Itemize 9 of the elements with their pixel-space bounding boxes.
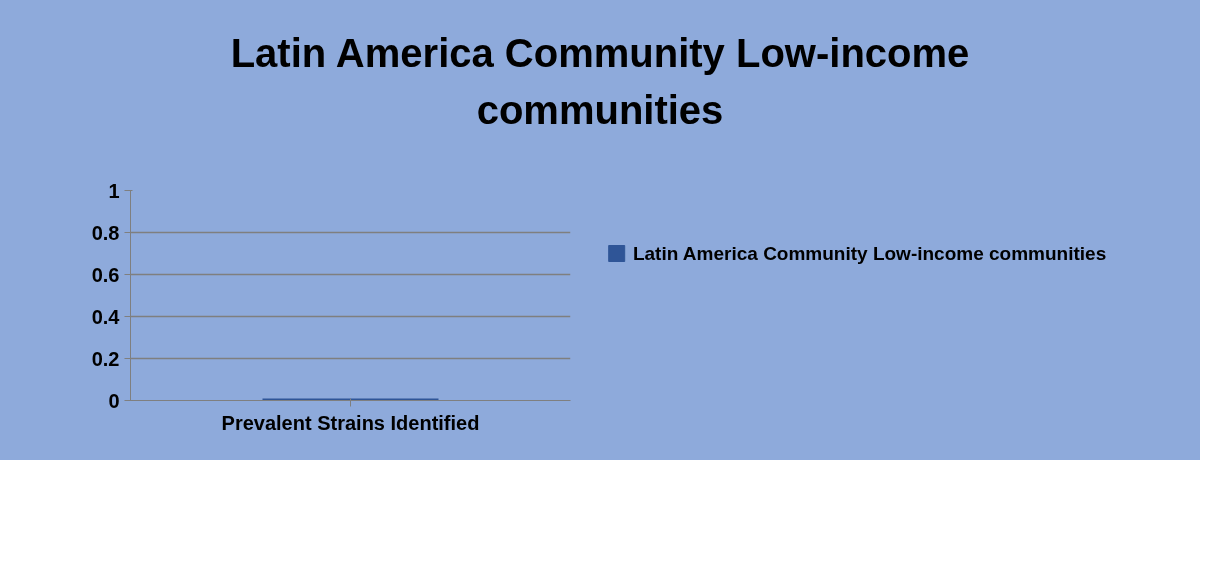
y-tick-label: 0.4 <box>91 305 121 328</box>
y-tick-label: 0.8 <box>91 221 120 244</box>
y-tick-label: 1 <box>108 179 120 202</box>
y-tick-label: 0 <box>108 389 120 412</box>
y-tick-label: 0.2 <box>91 347 120 370</box>
chart-title: Latin America Community Low-income communities <box>229 30 971 135</box>
x-tick-label: Prevalent Strains Identified <box>221 411 480 434</box>
y-tick-label: 0.6 <box>91 263 120 286</box>
legend-label: Latin America Community Low-income communities <box>632 243 1107 264</box>
